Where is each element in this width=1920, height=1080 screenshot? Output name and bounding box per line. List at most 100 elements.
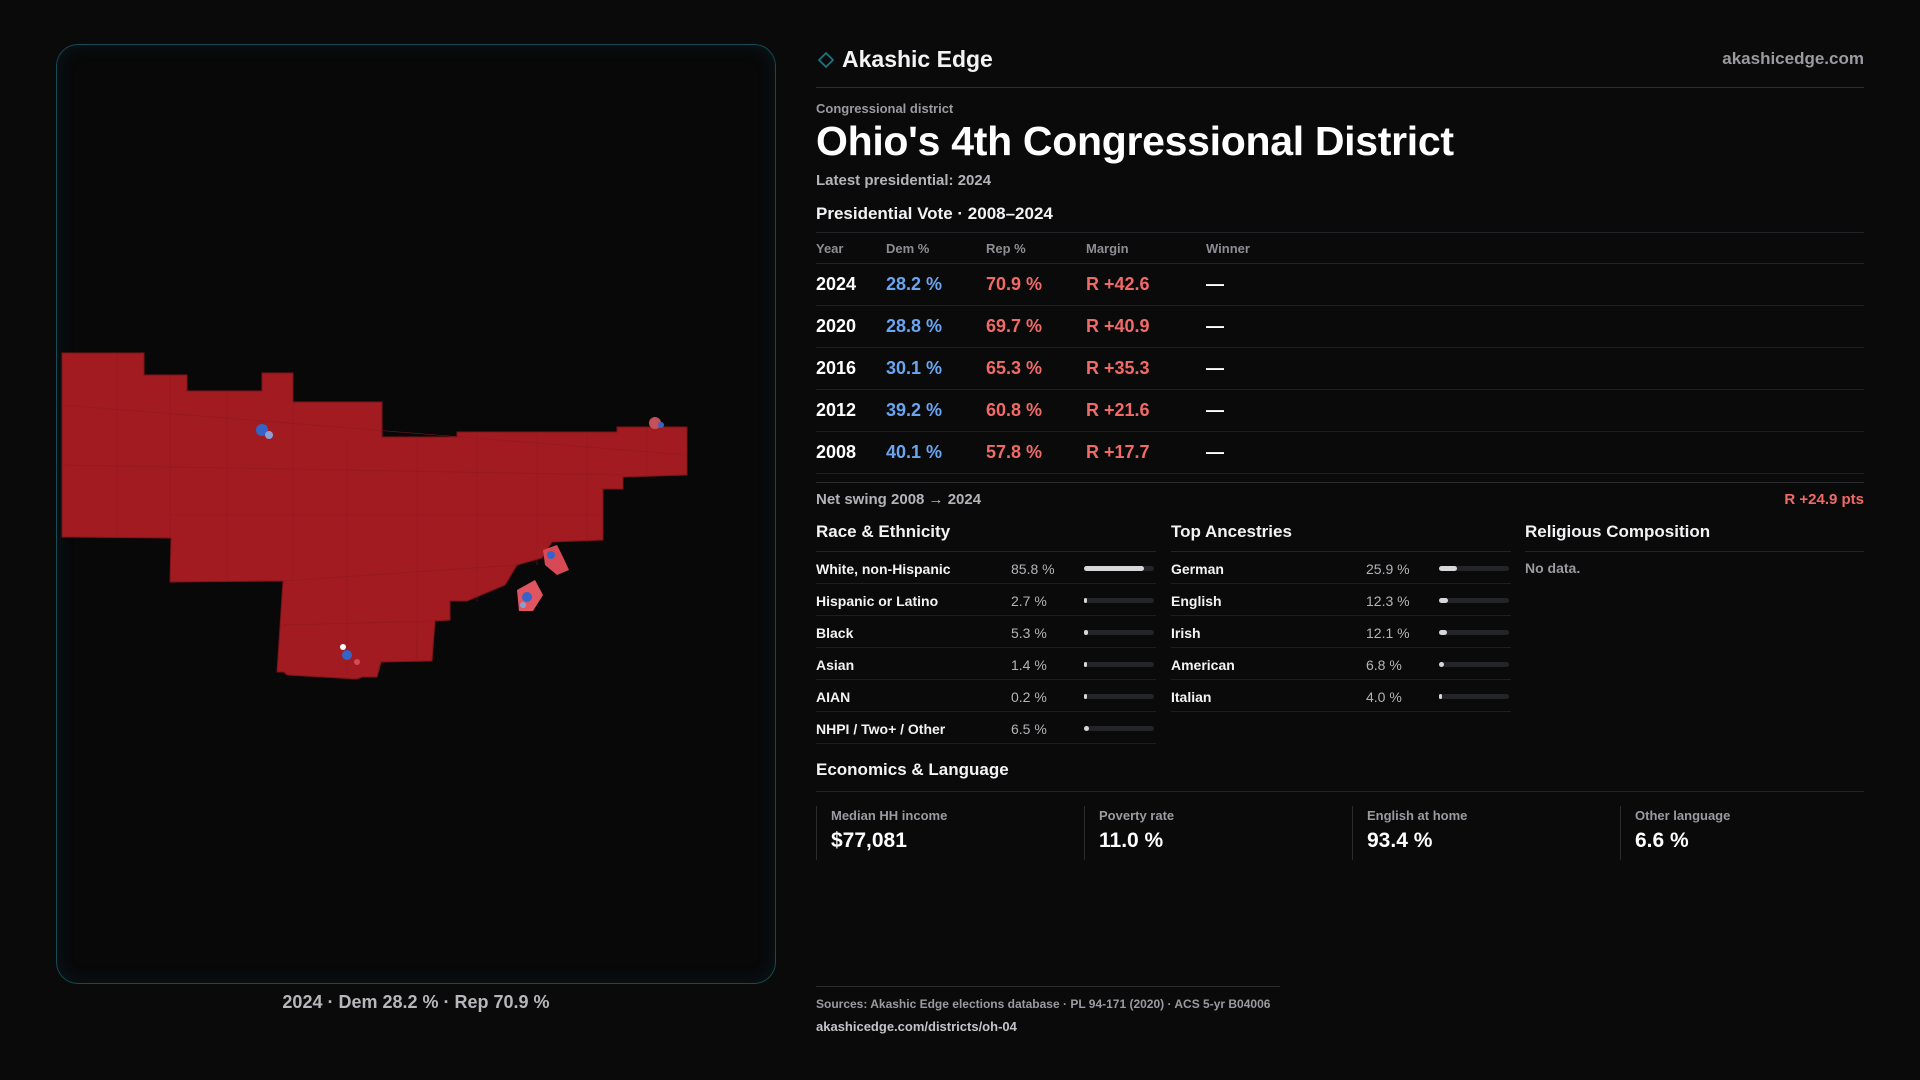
race-ethnicity-bar-track <box>1084 694 1154 699</box>
rep-cell: 69.7 % <box>986 316 1043 336</box>
district-map[interactable] <box>56 44 776 984</box>
margin-cell: R +35.3 <box>1086 358 1150 378</box>
ancestry-section: Top Ancestries German 25.9 % English 12.3 %… <box>1171 522 1511 712</box>
economics-card: Poverty rate 11.0 % <box>1084 806 1334 860</box>
race-ethnicity-value: 2.7 % <box>1011 593 1047 609</box>
table-row: 2016 30.1 % 65.3 % R +35.3 — <box>816 348 1864 390</box>
race-ethnicity-bar-fill <box>1084 598 1087 603</box>
ancestry-bar-fill <box>1439 694 1442 699</box>
presidential-vote-table: Year Dem % Rep % Margin Winner 2024 28.2 … <box>816 232 1864 474</box>
economics-card-label: Other language <box>1635 808 1731 823</box>
race-ethnicity-bar-track <box>1084 630 1154 635</box>
ancestry-bar-fill <box>1439 662 1444 667</box>
brand-name[interactable]: Akashic Edge <box>842 46 993 72</box>
religion-no-data: No data. <box>1525 560 1581 576</box>
county-lines <box>61 353 688 675</box>
year-cell: 2016 <box>816 358 857 378</box>
col-year: Year <box>816 241 844 256</box>
winner-cell: — <box>1206 274 1224 294</box>
economics-card: English at home 93.4 % <box>1352 806 1602 860</box>
rep-cell: 70.9 % <box>986 274 1043 294</box>
economics-card-label: Median HH income <box>831 808 948 823</box>
ancestry-label: German <box>1171 561 1224 577</box>
race-ethnicity-section: Race & Ethnicity White, non-Hispanic 85.8… <box>816 522 1156 744</box>
ancestry-value: 6.8 % <box>1366 657 1402 673</box>
latest-presidential: Latest presidential: 2024 <box>816 172 992 189</box>
race-ethnicity-value: 0.2 % <box>1011 689 1047 705</box>
net-swing-label: Net swing 2008 → 2024 <box>816 491 982 508</box>
district-profile: Akashic Edge akashicedge.com Congression… <box>816 0 1864 1080</box>
ancestry-bar-track <box>1439 566 1509 571</box>
economics-card-label: English at home <box>1367 808 1468 823</box>
race-ethnicity-bar-track <box>1084 566 1154 571</box>
ancestry-row: English 12.3 % <box>1171 584 1511 616</box>
ancestry-bar-fill <box>1439 630 1448 635</box>
ancestry-bar-track <box>1439 662 1509 667</box>
race-ethnicity-label: Asian <box>816 657 855 673</box>
ancestry-value: 12.3 % <box>1366 593 1410 609</box>
sources-footer: Sources: Akashic Edge elections database… <box>816 986 1280 1034</box>
ancestry-row: American 6.8 % <box>1171 648 1511 680</box>
race-ethnicity-value: 5.3 % <box>1011 625 1047 641</box>
economics-card-value: 93.4 % <box>1367 829 1433 852</box>
district-type-label: Congressional district <box>816 101 954 116</box>
ancestry-label: American <box>1171 657 1235 673</box>
race-ethnicity-bar-fill <box>1084 694 1087 699</box>
ancestry-bar-track <box>1439 630 1509 635</box>
winner-cell: — <box>1206 400 1224 420</box>
year-cell: 2024 <box>816 274 857 294</box>
race-ethnicity-row: AIAN 0.2 % <box>816 680 1156 712</box>
ancestry-value: 4.0 % <box>1366 689 1402 705</box>
dem-cell: 28.2 % <box>886 274 943 294</box>
race-ethnicity-bar-track <box>1084 598 1154 603</box>
margin-cell: R +17.7 <box>1086 442 1150 462</box>
winner-cell: — <box>1206 442 1224 462</box>
religion-section: Religious Composition No data. <box>1525 522 1864 576</box>
year-cell: 2020 <box>816 316 857 336</box>
race-ethnicity-bar-fill <box>1084 662 1087 667</box>
economics-card-value: 11.0 % <box>1099 829 1164 852</box>
race-ethnicity-value: 85.8 % <box>1011 561 1055 577</box>
table-header: Year Dem % Rep % Margin Winner <box>816 232 1864 264</box>
ancestry-value: 25.9 % <box>1366 561 1410 577</box>
economics-card: Median HH income $77,081 <box>816 806 1066 860</box>
diamond-icon <box>818 52 834 68</box>
ancestry-bar-track <box>1439 694 1509 699</box>
race-ethnicity-label: White, non-Hispanic <box>816 561 951 577</box>
sources-text: Sources: Akashic Edge elections database… <box>816 997 1271 1011</box>
table-row: 2024 28.2 % 70.9 % R +42.6 — <box>816 264 1864 306</box>
presidential-vote-heading: Presidential Vote · 2008–2024 <box>816 204 1053 223</box>
net-swing-value: R +24.9 pts <box>1784 491 1864 508</box>
ancestry-row: Irish 12.1 % <box>1171 616 1511 648</box>
margin-cell: R +21.6 <box>1086 400 1150 420</box>
race-ethnicity-bar-track <box>1084 726 1154 731</box>
ancestry-bar-fill <box>1439 566 1458 571</box>
ancestry-label: English <box>1171 593 1222 609</box>
religion-heading: Religious Composition <box>1525 522 1864 552</box>
district-shape[interactable] <box>61 352 688 680</box>
dem-cell: 30.1 % <box>886 358 943 378</box>
col-dem: Dem % <box>886 241 930 256</box>
race-ethnicity-row: Asian 1.4 % <box>816 648 1156 680</box>
year-cell: 2008 <box>816 442 857 462</box>
district-map-svg <box>61 352 688 680</box>
ancestry-label: Italian <box>1171 689 1212 705</box>
site-url[interactable]: akashicedge.com <box>1722 49 1864 68</box>
economics-card-value: $77,081 <box>831 829 907 852</box>
race-ethnicity-label: Black <box>816 625 854 641</box>
winner-cell: — <box>1206 316 1224 336</box>
race-ethnicity-label: Hispanic or Latino <box>816 593 939 609</box>
ancestry-value: 12.1 % <box>1366 625 1410 641</box>
rep-cell: 57.8 % <box>986 442 1043 462</box>
economics-heading: Economics & Language <box>816 760 1864 792</box>
race-ethnicity-row: NHPI / Two+ / Other 6.5 % <box>816 712 1156 744</box>
economics-card: Other language 6.6 % <box>1620 806 1870 860</box>
district-url[interactable]: akashicedge.com/districts/oh-04 <box>816 1019 1017 1034</box>
dem-cell: 40.1 % <box>886 442 943 462</box>
table-row: 2012 39.2 % 60.8 % R +21.6 — <box>816 390 1864 432</box>
race-ethnicity-value: 1.4 % <box>1011 657 1047 673</box>
map-caption: 2024 · Dem 28.2 % · Rep 70.9 % <box>282 992 550 1012</box>
race-ethnicity-value: 6.5 % <box>1011 721 1047 737</box>
ancestry-heading: Top Ancestries <box>1171 522 1511 552</box>
race-ethnicity-bar-track <box>1084 662 1154 667</box>
